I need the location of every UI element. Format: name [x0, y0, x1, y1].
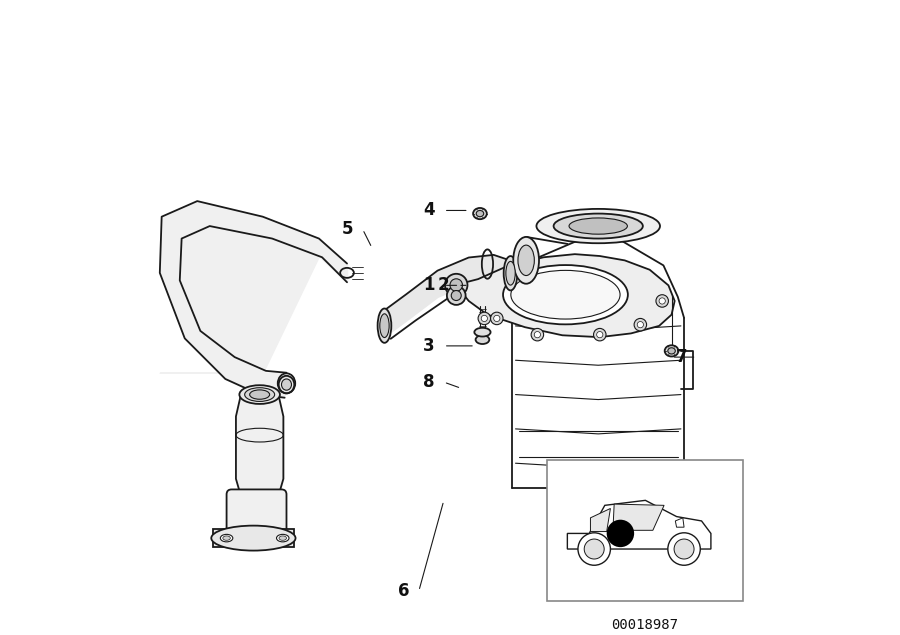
Circle shape [634, 318, 646, 331]
Circle shape [607, 519, 634, 547]
Ellipse shape [506, 262, 515, 285]
Text: 5: 5 [342, 220, 354, 238]
Polygon shape [456, 254, 675, 337]
Ellipse shape [504, 256, 518, 290]
Polygon shape [567, 500, 711, 549]
Ellipse shape [473, 208, 487, 219]
Circle shape [597, 331, 603, 338]
Circle shape [674, 539, 694, 559]
Ellipse shape [212, 526, 295, 551]
Text: 3: 3 [423, 337, 435, 355]
Ellipse shape [279, 536, 286, 540]
Ellipse shape [249, 390, 270, 399]
Ellipse shape [378, 309, 392, 343]
Text: 2: 2 [437, 276, 449, 295]
Circle shape [584, 539, 604, 559]
Circle shape [656, 295, 669, 307]
Circle shape [593, 328, 606, 341]
Text: 7: 7 [676, 348, 688, 366]
Ellipse shape [665, 345, 679, 356]
Ellipse shape [474, 328, 490, 337]
Circle shape [659, 298, 665, 304]
Ellipse shape [276, 535, 289, 542]
Circle shape [494, 316, 500, 321]
Ellipse shape [223, 536, 230, 540]
Circle shape [478, 312, 491, 324]
Ellipse shape [518, 245, 535, 276]
Ellipse shape [380, 314, 389, 338]
Ellipse shape [554, 213, 643, 239]
Ellipse shape [513, 237, 539, 284]
Circle shape [451, 291, 461, 300]
Ellipse shape [282, 379, 292, 390]
Circle shape [450, 279, 463, 291]
Ellipse shape [476, 210, 483, 217]
Circle shape [482, 316, 488, 321]
Text: 4: 4 [423, 201, 435, 220]
Bar [546, 460, 743, 601]
Ellipse shape [511, 271, 620, 319]
Ellipse shape [503, 265, 628, 324]
Ellipse shape [475, 335, 490, 344]
Ellipse shape [239, 385, 280, 404]
Circle shape [445, 274, 467, 297]
Text: 6: 6 [398, 582, 410, 600]
Ellipse shape [279, 376, 294, 393]
Ellipse shape [220, 535, 233, 542]
Circle shape [578, 533, 610, 565]
Circle shape [531, 328, 544, 341]
Ellipse shape [668, 348, 675, 354]
Circle shape [491, 312, 503, 324]
Polygon shape [613, 504, 664, 530]
Circle shape [447, 286, 465, 305]
Polygon shape [590, 509, 610, 531]
Polygon shape [675, 518, 684, 527]
Circle shape [637, 321, 643, 328]
Ellipse shape [245, 388, 274, 401]
Text: 00018987: 00018987 [611, 618, 679, 632]
Ellipse shape [569, 218, 627, 234]
Polygon shape [212, 529, 294, 547]
FancyBboxPatch shape [227, 490, 286, 534]
Text: 8: 8 [423, 373, 435, 391]
Text: 1: 1 [423, 276, 435, 295]
Circle shape [668, 533, 700, 565]
Circle shape [535, 331, 541, 338]
Ellipse shape [536, 209, 660, 243]
